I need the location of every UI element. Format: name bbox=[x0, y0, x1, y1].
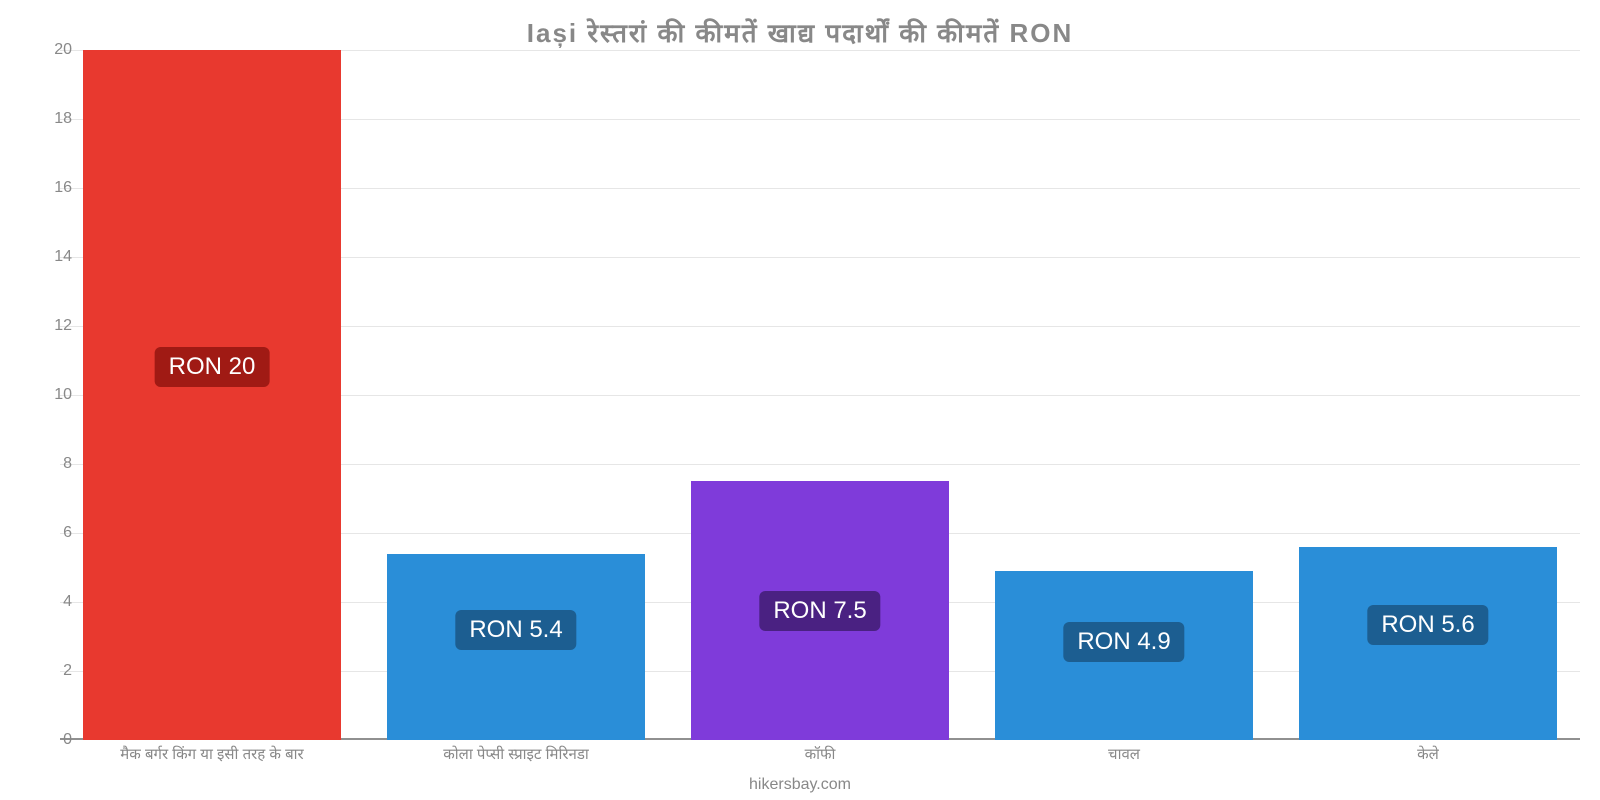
y-tick-label: 10 bbox=[54, 386, 72, 404]
y-tick-label: 0 bbox=[63, 731, 72, 749]
x-tick-label: कॉफी bbox=[805, 744, 836, 764]
y-tick-label: 20 bbox=[54, 41, 72, 59]
x-tick-label: मैक बर्गर किंग या इसी तरह के बार bbox=[120, 744, 303, 764]
plot-area: RON 20 RON 5.4 RON 7.5 RON 4.9 RON 5.6 bbox=[60, 50, 1580, 740]
x-tick-label: कोला पेप्सी स्प्राइट मिरिनडा bbox=[443, 744, 589, 764]
x-tick-label: चावल bbox=[1108, 744, 1140, 764]
y-tick-label: 14 bbox=[54, 248, 72, 266]
credit-text: hikersbay.com bbox=[0, 776, 1600, 794]
bar-value-badge: RON 20 bbox=[155, 347, 270, 387]
y-tick-label: 16 bbox=[54, 179, 72, 197]
bar-value-badge: RON 4.9 bbox=[1063, 622, 1184, 662]
bar-value-badge: RON 7.5 bbox=[759, 591, 880, 631]
x-tick-label: केले bbox=[1417, 744, 1439, 764]
y-tick-label: 4 bbox=[63, 593, 72, 611]
price-bar-chart: Iași रेस्तरां की कीमतें खाद्य पदार्थों क… bbox=[0, 0, 1600, 800]
bar-value-badge: RON 5.6 bbox=[1367, 605, 1488, 645]
bar-value-badge: RON 5.4 bbox=[455, 610, 576, 650]
y-tick-label: 8 bbox=[63, 455, 72, 473]
y-tick-label: 12 bbox=[54, 317, 72, 335]
y-tick-label: 6 bbox=[63, 524, 72, 542]
bar bbox=[83, 50, 341, 740]
y-tick-label: 18 bbox=[54, 110, 72, 128]
chart-title: Iași रेस्तरां की कीमतें खाद्य पदार्थों क… bbox=[0, 14, 1600, 50]
y-tick-label: 2 bbox=[63, 662, 72, 680]
